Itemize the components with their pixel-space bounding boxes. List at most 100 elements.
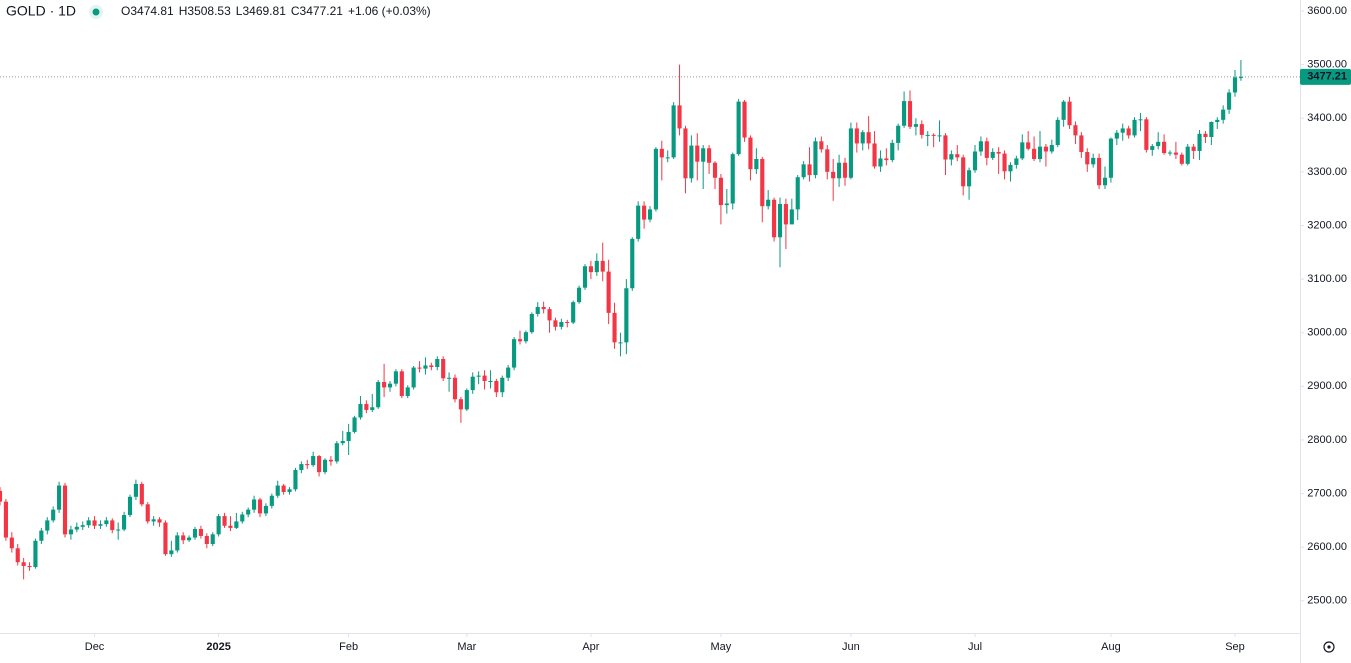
candle-body bbox=[748, 137, 753, 170]
candle-body bbox=[529, 313, 534, 333]
candle-body bbox=[1227, 92, 1232, 110]
candle-body bbox=[559, 321, 564, 327]
candle-body bbox=[913, 124, 918, 127]
candle-body bbox=[1079, 135, 1084, 153]
ohlc-key: H bbox=[179, 4, 188, 18]
candle-body bbox=[523, 332, 528, 342]
candle-body bbox=[842, 162, 848, 178]
candle-body bbox=[429, 365, 434, 368]
candle-body bbox=[86, 520, 91, 526]
candle-body bbox=[145, 504, 150, 522]
candle-body bbox=[712, 162, 718, 178]
candle-body bbox=[1221, 109, 1226, 120]
candle-body bbox=[157, 519, 162, 523]
candle-body bbox=[1097, 157, 1102, 186]
candle-body bbox=[1008, 164, 1013, 172]
candle-body bbox=[376, 382, 381, 408]
candle-body bbox=[293, 469, 298, 490]
candle-body bbox=[234, 521, 239, 528]
ohlc-value: 3477.21 bbox=[300, 4, 344, 18]
y-tick-label: 2600.00 bbox=[1307, 541, 1347, 553]
candle-body bbox=[104, 520, 109, 525]
candle-body bbox=[305, 464, 310, 466]
candle-body bbox=[807, 164, 812, 176]
candle-body bbox=[98, 524, 103, 526]
candle-body bbox=[984, 141, 989, 158]
settings-icon-dot bbox=[1327, 645, 1331, 649]
candle-body bbox=[334, 443, 339, 462]
candle-body bbox=[39, 530, 44, 541]
candle-body bbox=[311, 456, 316, 466]
candle-body bbox=[665, 157, 670, 159]
candle-body bbox=[671, 105, 676, 158]
candle-body bbox=[618, 342, 623, 344]
candle-body bbox=[3, 501, 8, 538]
ohlc-value: 3474.81 bbox=[130, 4, 174, 18]
candle-body bbox=[1014, 158, 1019, 165]
candle-body bbox=[322, 459, 328, 473]
candle-body bbox=[872, 143, 877, 167]
status-dot bbox=[92, 8, 100, 16]
candle-body bbox=[571, 302, 576, 323]
candle-body bbox=[724, 203, 729, 206]
candle-body bbox=[204, 535, 209, 544]
candle-body bbox=[51, 509, 56, 521]
ohlc-value: 3508.53 bbox=[187, 4, 231, 18]
candle-body bbox=[582, 266, 588, 288]
candle-body bbox=[393, 371, 398, 384]
candle-body bbox=[346, 431, 351, 442]
candle-body bbox=[1032, 148, 1037, 159]
candle-body bbox=[1150, 146, 1155, 150]
x-tick-label: 2025 bbox=[206, 641, 230, 653]
plot-area bbox=[0, 60, 1243, 580]
header: GOLD · 1D O 3474.81 H 3508.53 L 3469.81 C 3477.… bbox=[6, 3, 431, 19]
candle-body bbox=[1026, 142, 1031, 149]
candle-body bbox=[825, 149, 830, 172]
candle-body bbox=[21, 562, 26, 566]
candle-body bbox=[689, 145, 694, 179]
candle-body bbox=[990, 152, 995, 158]
candle-body bbox=[352, 417, 357, 432]
candle-body bbox=[1144, 119, 1149, 150]
y-tick-label: 3100.00 bbox=[1307, 273, 1347, 285]
candle-body bbox=[447, 377, 452, 379]
candle-body bbox=[1108, 138, 1113, 178]
candle-body bbox=[1002, 153, 1007, 172]
candle-body bbox=[411, 367, 416, 388]
candle-body bbox=[1120, 128, 1125, 133]
x-tick-label: Jun bbox=[842, 641, 860, 653]
candle-body bbox=[1156, 141, 1161, 147]
candle-body bbox=[937, 135, 942, 137]
candle-body bbox=[565, 321, 570, 323]
candle-body bbox=[275, 485, 280, 496]
candle-body bbox=[216, 516, 221, 535]
candle-body bbox=[399, 371, 404, 396]
candle-body bbox=[364, 404, 369, 410]
candle-body bbox=[707, 148, 712, 163]
candle-body bbox=[1037, 146, 1043, 159]
candle-body bbox=[464, 390, 469, 410]
candle-body bbox=[269, 495, 274, 506]
candle-body bbox=[210, 534, 215, 544]
candle-body bbox=[967, 170, 972, 187]
candle-body bbox=[730, 154, 735, 204]
candle-body bbox=[837, 162, 842, 179]
candle-body bbox=[860, 132, 865, 144]
candle-body bbox=[0, 490, 3, 502]
candle-body bbox=[370, 407, 375, 410]
ohlc-key: L bbox=[236, 4, 243, 18]
candle-body bbox=[547, 309, 552, 321]
change: +1.06 (+0.03%) bbox=[348, 4, 431, 18]
settings-icon[interactable] bbox=[1323, 641, 1335, 653]
candle-body bbox=[163, 522, 168, 555]
candle-body bbox=[1067, 101, 1072, 126]
candle-body bbox=[896, 125, 901, 143]
candle-body bbox=[1197, 133, 1202, 151]
candle-body bbox=[1238, 76, 1243, 79]
candle-body bbox=[902, 101, 907, 126]
candle-body bbox=[452, 377, 458, 400]
candle-body bbox=[772, 199, 777, 238]
y-tick-label: 3300.00 bbox=[1307, 166, 1347, 178]
candle-body bbox=[1061, 101, 1066, 120]
candle-body bbox=[458, 399, 463, 410]
